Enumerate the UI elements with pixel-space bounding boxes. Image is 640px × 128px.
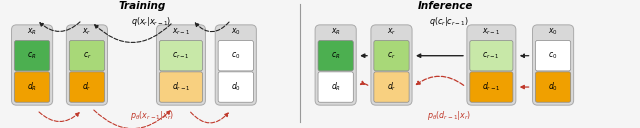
FancyBboxPatch shape xyxy=(374,41,409,71)
FancyBboxPatch shape xyxy=(315,25,356,105)
FancyBboxPatch shape xyxy=(15,41,50,71)
Text: $c_0$: $c_0$ xyxy=(231,50,241,61)
FancyBboxPatch shape xyxy=(69,41,104,71)
FancyBboxPatch shape xyxy=(318,72,353,102)
Text: $c_r$: $c_r$ xyxy=(387,50,396,61)
Text: $x_R$: $x_R$ xyxy=(27,26,37,37)
FancyBboxPatch shape xyxy=(159,41,202,71)
FancyBboxPatch shape xyxy=(371,25,412,105)
Text: $q(x_r|x_{r-1})$: $q(x_r|x_{r-1})$ xyxy=(131,15,172,28)
FancyBboxPatch shape xyxy=(536,41,571,71)
FancyBboxPatch shape xyxy=(156,25,205,105)
FancyBboxPatch shape xyxy=(374,72,409,102)
Text: $p_\theta(x_{r-1}|x_r)$: $p_\theta(x_{r-1}|x_r)$ xyxy=(129,109,173,122)
FancyBboxPatch shape xyxy=(12,25,52,105)
Text: $d_r$: $d_r$ xyxy=(387,81,396,93)
Text: $c_{r-1}$: $c_{r-1}$ xyxy=(172,50,190,61)
FancyBboxPatch shape xyxy=(318,41,353,71)
Text: $x_R$: $x_R$ xyxy=(331,26,340,37)
Text: $x_{r-1}$: $x_{r-1}$ xyxy=(482,26,500,37)
Text: Training: Training xyxy=(118,1,165,11)
FancyBboxPatch shape xyxy=(215,25,257,105)
FancyBboxPatch shape xyxy=(15,72,50,102)
FancyBboxPatch shape xyxy=(470,72,513,102)
Text: $c_R$: $c_R$ xyxy=(331,50,340,61)
FancyBboxPatch shape xyxy=(532,25,573,105)
Text: $p_\theta(d_{r-1}|x_r)$: $p_\theta(d_{r-1}|x_r)$ xyxy=(427,109,472,122)
Text: $x_r$: $x_r$ xyxy=(83,26,92,37)
FancyBboxPatch shape xyxy=(536,72,571,102)
Text: $d_0$: $d_0$ xyxy=(548,81,558,93)
Text: $x_{r-1}$: $x_{r-1}$ xyxy=(172,26,190,37)
Text: $d_r$: $d_r$ xyxy=(83,81,92,93)
Text: $d_R$: $d_R$ xyxy=(331,81,340,93)
FancyBboxPatch shape xyxy=(470,41,513,71)
Text: Inference: Inference xyxy=(418,1,473,11)
FancyBboxPatch shape xyxy=(467,25,516,105)
Text: $d_{r-1}$: $d_{r-1}$ xyxy=(482,81,500,93)
FancyBboxPatch shape xyxy=(218,72,253,102)
Text: $c_0$: $c_0$ xyxy=(548,50,557,61)
Text: $c_{r-1}$: $c_{r-1}$ xyxy=(483,50,500,61)
Text: $q(c_r|c_{r-1})$: $q(c_r|c_{r-1})$ xyxy=(429,15,469,28)
Text: $x_0$: $x_0$ xyxy=(231,26,241,37)
FancyBboxPatch shape xyxy=(218,41,253,71)
Text: $x_0$: $x_0$ xyxy=(548,26,558,37)
FancyBboxPatch shape xyxy=(159,72,202,102)
Text: $d_R$: $d_R$ xyxy=(27,81,37,93)
FancyBboxPatch shape xyxy=(69,72,104,102)
Text: $c_r$: $c_r$ xyxy=(83,50,92,61)
Text: $c_R$: $c_R$ xyxy=(28,50,37,61)
Text: $d_{r-1}$: $d_{r-1}$ xyxy=(172,81,190,93)
FancyBboxPatch shape xyxy=(67,25,108,105)
Text: $x_r$: $x_r$ xyxy=(387,26,396,37)
Text: $d_0$: $d_0$ xyxy=(231,81,241,93)
